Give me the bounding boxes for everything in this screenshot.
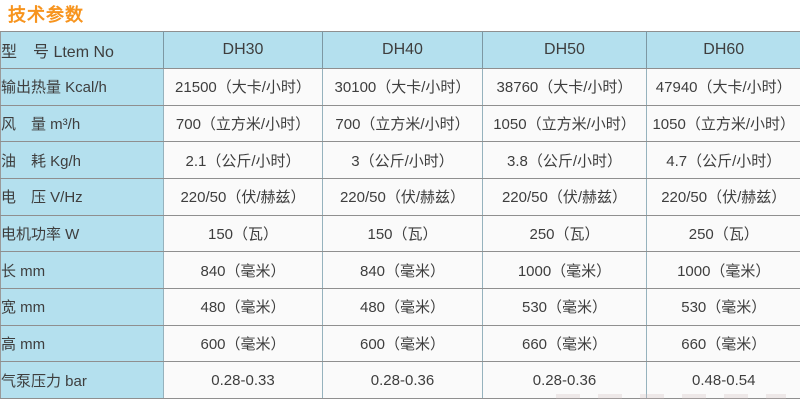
spec-value-cell: 1050（立方米/小时） xyxy=(482,105,647,143)
column-header-dh50: DH50 xyxy=(482,31,647,69)
spec-value-cell: 840（毫米） xyxy=(322,251,483,289)
spec-value-cell: 30100（大卡/小时） xyxy=(322,68,483,106)
spec-value-cell: 530（毫米） xyxy=(646,288,800,326)
spec-value-cell: 840（毫米） xyxy=(163,251,323,289)
spec-value-cell: 0.48-0.54 xyxy=(646,361,800,399)
spec-value-cell: 0.28-0.36 xyxy=(322,361,483,399)
spec-value-cell: 600（毫米） xyxy=(163,325,323,363)
table-row-height: 高 mm 600（毫米） 600（毫米） 660（毫米） 660（毫米） xyxy=(0,325,800,363)
table-header-row: 型 号 Ltem No DH30 DH40 DH50 DH60 xyxy=(0,31,800,69)
spec-value-cell: 1000（毫米） xyxy=(646,251,800,289)
column-header-dh60: DH60 xyxy=(646,31,800,69)
table-row-pump-pressure: 气泵压力 bar 0.28-0.33 0.28-0.36 0.28-0.36 0… xyxy=(0,361,800,399)
spec-value-cell: 3（公斤/小时） xyxy=(322,141,483,179)
spec-value-cell: 150（瓦） xyxy=(163,215,323,253)
row-label-fuel-consumption: 油 耗 Kg/h xyxy=(0,141,164,179)
row-label-height: 高 mm xyxy=(0,325,164,363)
spec-value-cell: 2.1（公斤/小时） xyxy=(163,141,323,179)
table-row-heat-output: 输出热量 Kcal/h 21500（大卡/小时） 30100（大卡/小时） 38… xyxy=(0,68,800,106)
spec-value-cell: 700（立方米/小时） xyxy=(163,105,323,143)
column-header-dh30: DH30 xyxy=(163,31,323,69)
spec-value-cell: 600（毫米） xyxy=(322,325,483,363)
table-row-motor-power: 电机功率 W 150（瓦） 150（瓦） 250（瓦） 250（瓦） xyxy=(0,215,800,253)
spec-value-cell: 38760（大卡/小时） xyxy=(482,68,647,106)
spec-value-cell: 150（瓦） xyxy=(322,215,483,253)
row-label-length: 长 mm xyxy=(0,251,164,289)
page-title: 技术参数 xyxy=(8,5,84,25)
spec-value-cell: 480（毫米） xyxy=(163,288,323,326)
spec-value-cell: 530（毫米） xyxy=(482,288,647,326)
spec-value-cell: 250（瓦） xyxy=(646,215,800,253)
table-row-fuel-consumption: 油 耗 Kg/h 2.1（公斤/小时） 3（公斤/小时） 3.8（公斤/小时） … xyxy=(0,141,800,179)
row-label-heat-output: 输出热量 Kcal/h xyxy=(0,68,164,106)
spec-value-cell: 220/50（伏/赫兹） xyxy=(322,178,483,216)
table-row-length: 长 mm 840（毫米） 840（毫米） 1000（毫米） 1000（毫米） xyxy=(0,251,800,289)
spec-value-cell: 660（毫米） xyxy=(646,325,800,363)
row-label-width: 宽 mm xyxy=(0,288,164,326)
header-label-item-no: 型 号 Ltem No xyxy=(0,31,164,69)
row-label-pump-pressure: 气泵压力 bar xyxy=(0,361,164,399)
spec-value-cell: 700（立方米/小时） xyxy=(322,105,483,143)
table-row-voltage: 电 压 V/Hz 220/50（伏/赫兹） 220/50（伏/赫兹） 220/5… xyxy=(0,178,800,216)
row-label-motor-power: 电机功率 W xyxy=(0,215,164,253)
spec-value-cell: 480（毫米） xyxy=(322,288,483,326)
spec-value-cell: 220/50（伏/赫兹） xyxy=(163,178,323,216)
row-label-voltage: 电 压 V/Hz xyxy=(0,178,164,216)
spec-value-cell: 220/50（伏/赫兹） xyxy=(646,178,800,216)
spec-value-cell: 21500（大卡/小时） xyxy=(163,68,323,106)
spec-value-cell: 220/50（伏/赫兹） xyxy=(482,178,647,216)
table-row-width: 宽 mm 480（毫米） 480（毫米） 530（毫米） 530（毫米） xyxy=(0,288,800,326)
spec-value-cell: 660（毫米） xyxy=(482,325,647,363)
spec-value-cell: 1050（立方米/小时） xyxy=(646,105,800,143)
spec-value-cell: 1000（毫米） xyxy=(482,251,647,289)
spec-value-cell: 3.8（公斤/小时） xyxy=(482,141,647,179)
column-header-dh40: DH40 xyxy=(322,31,483,69)
table-row-air-volume: 风 量 m³/h 700（立方米/小时） 700（立方米/小时） 1050（立方… xyxy=(0,105,800,143)
spec-table: 型 号 Ltem No DH30 DH40 DH50 DH60 输出热量 Kca… xyxy=(0,31,800,399)
row-label-air-volume: 风 量 m³/h xyxy=(0,105,164,143)
spec-value-cell: 0.28-0.33 xyxy=(163,361,323,399)
spec-value-cell: 47940（大卡/小时） xyxy=(646,68,800,106)
spec-value-cell: 4.7（公斤/小时） xyxy=(646,141,800,179)
spec-value-cell: 250（瓦） xyxy=(482,215,647,253)
spec-value-cell: 0.28-0.36 xyxy=(482,361,647,399)
